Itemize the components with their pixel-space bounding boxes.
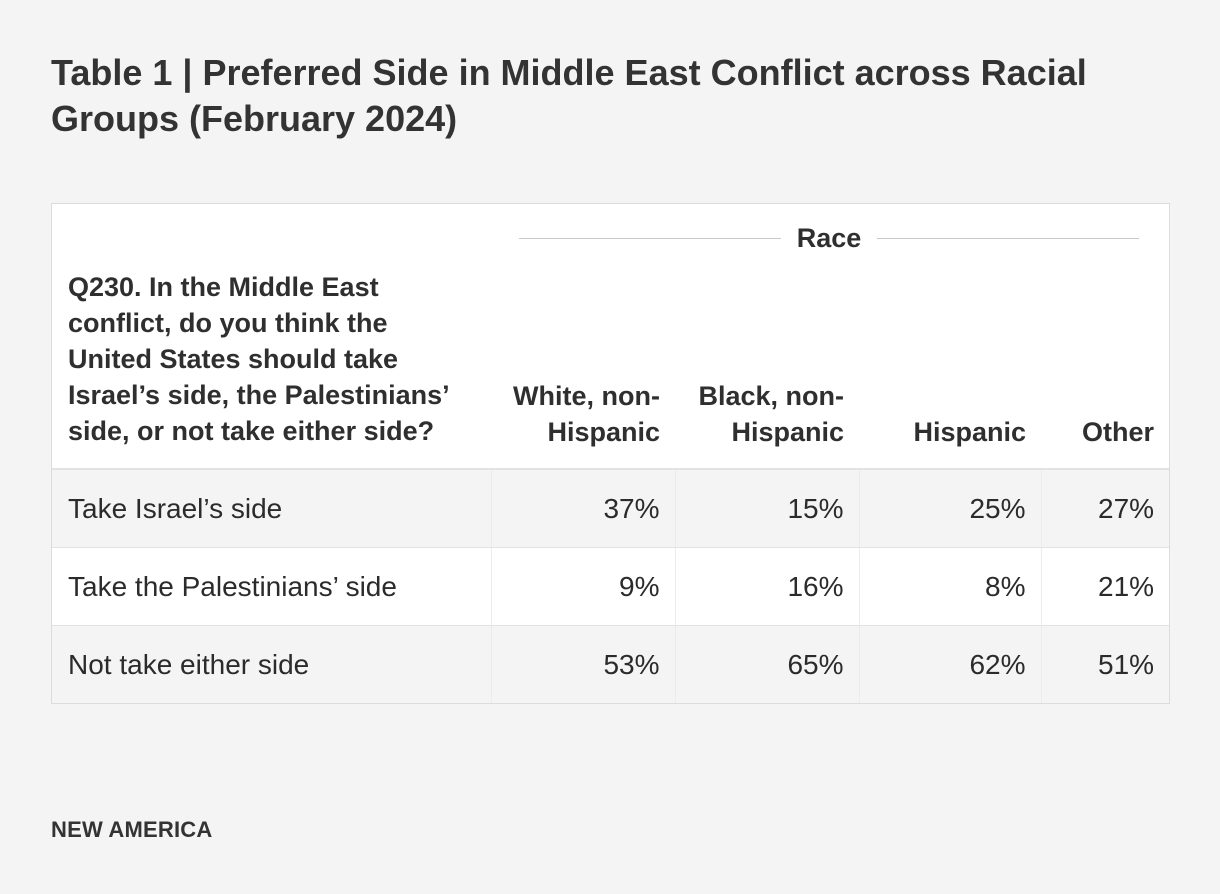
table-cell: 37% (491, 469, 676, 548)
race-rule-right (877, 237, 1140, 239)
column-header-other: Other (1041, 270, 1170, 470)
race-group-header: Race (491, 204, 1169, 270)
table-cell: 53% (491, 625, 676, 703)
table-row: Take Israel’s side 37% 15% 25% 27% (52, 469, 1170, 548)
table-cell: 51% (1041, 625, 1170, 703)
row-label: Take the Palestinians’ side (52, 547, 492, 626)
brand-footer: NEW AMERICA (51, 817, 213, 842)
table-row: Not take either side 53% 65% 62% 51% (52, 625, 1170, 703)
row-label: Not take either side (52, 625, 492, 703)
column-header-hispanic: Hispanic (859, 270, 1041, 470)
table-cell: 16% (675, 547, 860, 626)
data-table: Race Q230. In the Middle East conflict, … (51, 203, 1170, 704)
column-header-white: White, non-Hispanic (491, 270, 675, 470)
table-row: Take the Palestinians’ side 9% 16% 8% 21… (52, 547, 1170, 626)
table-cell: 25% (859, 469, 1042, 548)
header-spacer (52, 204, 491, 270)
column-header-black: Black, non-Hispanic (675, 270, 859, 470)
row-label: Take Israel’s side (52, 469, 492, 548)
question-header: Q230. In the Middle East conflict, do yo… (52, 270, 491, 470)
table-cell: 27% (1041, 469, 1170, 548)
race-rule-left (519, 237, 781, 239)
race-group-label: Race (796, 222, 862, 253)
table-cell: 62% (859, 625, 1042, 703)
table-cell: 65% (675, 625, 860, 703)
chart-title: Table 1 | Preferred Side in Middle East … (51, 52, 1087, 139)
table-cell: 9% (491, 547, 676, 626)
table-cell: 21% (1041, 547, 1170, 626)
table-cell: 8% (859, 547, 1042, 626)
question-text: Q230. In the Middle East conflict, do yo… (68, 272, 449, 446)
table-cell: 15% (675, 469, 860, 548)
